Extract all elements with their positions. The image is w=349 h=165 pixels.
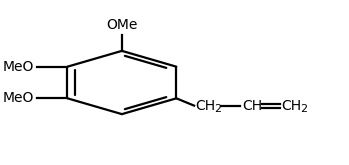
Text: OMe: OMe xyxy=(106,18,138,32)
Text: CH: CH xyxy=(281,99,302,113)
Text: CH: CH xyxy=(242,99,262,113)
Text: MeO: MeO xyxy=(3,91,34,105)
Text: 2: 2 xyxy=(300,104,307,114)
Text: CH: CH xyxy=(196,99,216,113)
Text: 2: 2 xyxy=(214,104,222,114)
Text: MeO: MeO xyxy=(3,60,34,74)
